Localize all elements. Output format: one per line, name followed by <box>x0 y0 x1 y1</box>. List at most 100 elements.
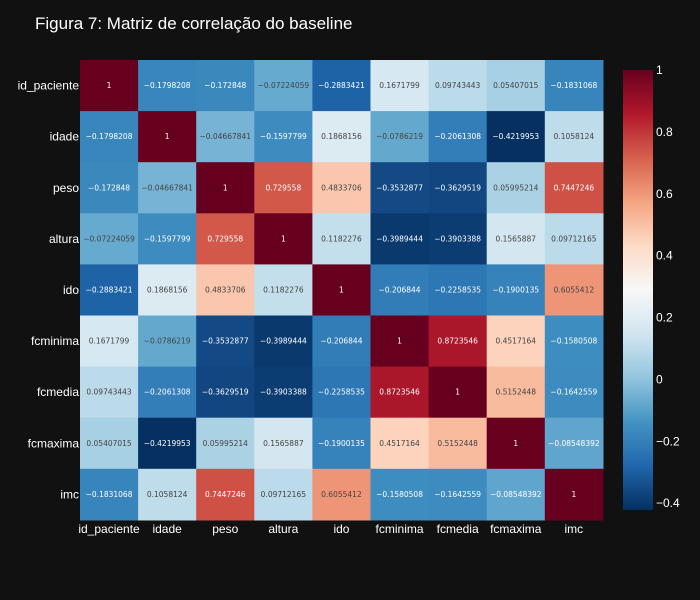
cell-value-label: 0.4833706 <box>321 183 362 192</box>
heatmap-cell <box>370 60 430 112</box>
heatmap-cell <box>428 468 488 521</box>
cell-value-label: −0.3989444 <box>376 234 423 243</box>
cell-value-label: −0.1798208 <box>86 132 133 141</box>
heatmap-cell <box>486 315 546 368</box>
heatmap-cell <box>486 60 546 112</box>
y-tick-label: id_paciente <box>18 79 80 93</box>
cell-value-label: −0.3903388 <box>260 388 307 397</box>
heatmap-cell <box>138 315 197 368</box>
cell-value-label: 1 <box>223 183 228 192</box>
y-tick-label: peso <box>53 181 79 195</box>
heatmap-cell <box>254 162 313 214</box>
x-tick-label: fcminima <box>376 522 424 536</box>
heatmap-cell <box>80 162 139 214</box>
heatmap-cell <box>254 213 313 265</box>
cell-value-label: 1 <box>339 285 344 294</box>
heatmap-cell <box>544 213 604 265</box>
heatmap-cell <box>428 213 488 265</box>
heatmap-cell <box>138 468 197 521</box>
heatmap-cell <box>254 60 313 112</box>
cell-value-label: −0.3532877 <box>376 183 423 192</box>
heatmap-cell <box>196 111 255 163</box>
heatmap-cell <box>254 315 313 368</box>
heatmap-cell <box>80 213 139 265</box>
cell-value-label: 0.729558 <box>207 234 243 243</box>
cell-value-label: −0.3629519 <box>434 183 481 192</box>
cell-value-label: 0.4517164 <box>379 439 420 448</box>
heatmap-cell <box>370 417 430 470</box>
heatmap-cell <box>312 315 372 368</box>
y-tick-label: idade <box>50 130 80 144</box>
cell-value-label: 0.4833706 <box>205 285 246 294</box>
cell-value-label: −0.1831068 <box>550 81 597 90</box>
cell-value-label: 0.1565887 <box>495 234 536 243</box>
colorbar: 1 0.8 0.6 0.4 0.2 0 −0.2 −0.4 <box>623 63 680 510</box>
colorbar-tick-label: 1 <box>656 63 663 77</box>
cell-value-label: −0.1597799 <box>144 234 191 243</box>
cell-value-label: −0.08548392 <box>548 439 600 448</box>
cell-value-label: −0.07224059 <box>258 81 310 90</box>
x-axis-labels: id_paciente idade peso altura ido fcminima fcm… <box>78 522 583 536</box>
cell-value-label: −0.1798208 <box>144 81 191 90</box>
cell-value-label: −0.2061308 <box>144 388 191 397</box>
y-tick-label: altura <box>49 232 79 246</box>
heatmap-cell <box>486 366 546 419</box>
cell-value-label: −0.1580508 <box>376 490 423 499</box>
cell-value-label: 0.1868156 <box>147 285 188 294</box>
cell-value-label: −0.172848 <box>88 183 130 192</box>
cell-value-label: −0.1642559 <box>434 490 481 499</box>
heatmap-cell <box>370 111 430 163</box>
cell-value-label: −0.3903388 <box>434 234 481 243</box>
heatmap-cell <box>254 417 313 470</box>
heatmap-cell <box>428 111 488 163</box>
heatmap-cell <box>428 264 488 317</box>
colorbar-tick-label: 0.8 <box>656 125 673 139</box>
cell-value-label: 1 <box>281 234 286 243</box>
cell-value-label: −0.1900135 <box>318 439 365 448</box>
cell-value-label: 1 <box>513 439 518 448</box>
cell-value-label: −0.206844 <box>379 285 421 294</box>
heatmap-cell <box>312 162 372 214</box>
heatmap-cell <box>312 60 372 112</box>
heatmap-cell <box>138 60 197 112</box>
heatmap-cell <box>196 60 255 112</box>
heatmap-cell <box>138 162 197 214</box>
cell-value-label: 0.6055412 <box>554 285 595 294</box>
cell-value-label: 0.8723546 <box>379 388 420 397</box>
heatmap-cell <box>544 162 604 214</box>
heatmap-cell <box>486 213 546 265</box>
cell-value-label: −0.04667841 <box>141 183 193 192</box>
heatmap-cell <box>196 162 255 214</box>
heatmap-cell <box>370 468 430 521</box>
cell-value-label: −0.2258535 <box>434 285 481 294</box>
heatmap-cell <box>312 468 372 521</box>
heatmap-cell <box>254 111 313 163</box>
cell-value-label: −0.3629519 <box>202 388 249 397</box>
cell-value-label: −0.1900135 <box>492 285 539 294</box>
heatmap-cell <box>196 264 255 317</box>
heatmap-cell <box>312 264 372 317</box>
heatmap-cell <box>196 468 255 521</box>
heatmap-cell <box>138 213 197 265</box>
x-tick-label: idade <box>152 522 182 536</box>
y-tick-label: ido <box>63 283 79 297</box>
cell-value-label: 0.1182276 <box>263 285 304 294</box>
x-tick-label: fcmaxima <box>490 522 542 536</box>
cell-value-label: −0.172848 <box>204 81 246 90</box>
colorbar-tick-label: −0.4 <box>656 496 680 510</box>
cell-value-label: −0.1642559 <box>550 388 597 397</box>
cell-value-label: 0.4517164 <box>495 337 536 346</box>
heatmap-cell <box>312 111 372 163</box>
cell-value-label: −0.0786219 <box>376 132 423 141</box>
heatmap-cell <box>544 468 604 521</box>
colorbar-tick-label: 0 <box>656 372 663 386</box>
heatmap-cell <box>138 366 197 419</box>
heatmap-cell <box>544 111 604 163</box>
heatmap-cell <box>312 366 372 419</box>
cell-value-label: 0.05995214 <box>493 183 539 192</box>
heatmap-cell <box>428 417 488 470</box>
cell-value-label: 0.05407015 <box>86 439 132 448</box>
heatmap-cell <box>486 111 546 163</box>
colorbar-tick-label: −0.2 <box>656 434 680 448</box>
